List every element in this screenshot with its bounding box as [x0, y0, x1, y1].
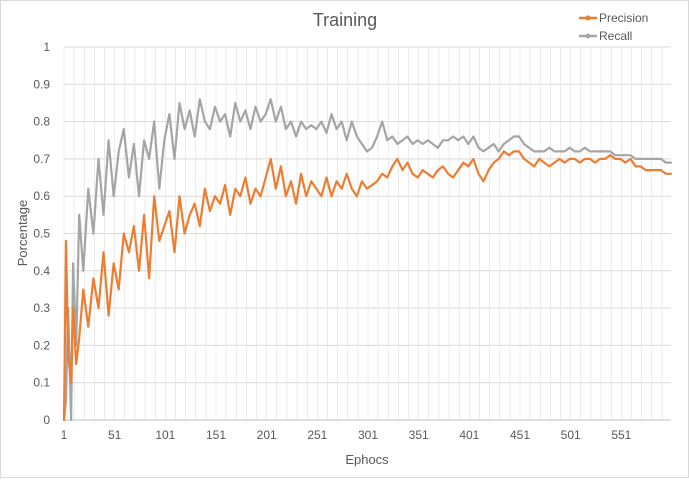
- y-tick-label: 0.5: [33, 227, 50, 241]
- x-tick-label: 101: [155, 428, 175, 442]
- y-tick-label: 0.2: [33, 338, 50, 352]
- x-tick-label: 201: [257, 428, 277, 442]
- x-tick-label: 1: [61, 428, 68, 442]
- x-tick-label: 401: [459, 428, 479, 442]
- gridlines: [63, 46, 671, 421]
- y-tick-label: 0.1: [33, 376, 50, 390]
- y-tick-label: 0.4: [33, 264, 50, 278]
- y-tick-label: 1: [43, 40, 50, 54]
- legend-marker-recall: [585, 33, 591, 39]
- legend: Precision Recall: [579, 11, 648, 43]
- series-line-precision: [62, 150, 673, 422]
- chart-title: Training: [313, 10, 377, 30]
- x-tick-label: 351: [409, 428, 429, 442]
- y-tick-label: 0.8: [33, 115, 50, 129]
- y-tick-label: 0.7: [33, 152, 50, 166]
- legend-item-precision: Precision: [579, 11, 648, 25]
- x-tick-label: 551: [611, 428, 631, 442]
- y-tick-label: 0.9: [33, 77, 50, 91]
- legend-label-recall: Recall: [599, 29, 632, 43]
- x-tick-label: 451: [510, 428, 530, 442]
- series-line-recall: [62, 98, 673, 422]
- y-tick-label: 0: [43, 413, 50, 427]
- x-tick-label: 501: [561, 428, 581, 442]
- x-tick-label: 301: [358, 428, 378, 442]
- y-axis-label: Porcentage: [15, 200, 30, 267]
- x-tick-label: 151: [206, 428, 226, 442]
- legend-item-recall: Recall: [579, 29, 632, 43]
- series-lines: [62, 98, 673, 422]
- x-tick-label: 51: [108, 428, 122, 442]
- axes: 00.10.20.30.40.50.60.70.80.911 51 101 151 20…: [33, 40, 671, 442]
- legend-marker-precision: [585, 15, 591, 21]
- y-tick-label: 0.6: [33, 189, 50, 203]
- y-tick-label: 0.3: [33, 301, 50, 315]
- x-tick-label: 251: [307, 428, 327, 442]
- x-axis-label: Ephocs: [345, 452, 389, 467]
- legend-label-precision: Precision: [599, 11, 648, 25]
